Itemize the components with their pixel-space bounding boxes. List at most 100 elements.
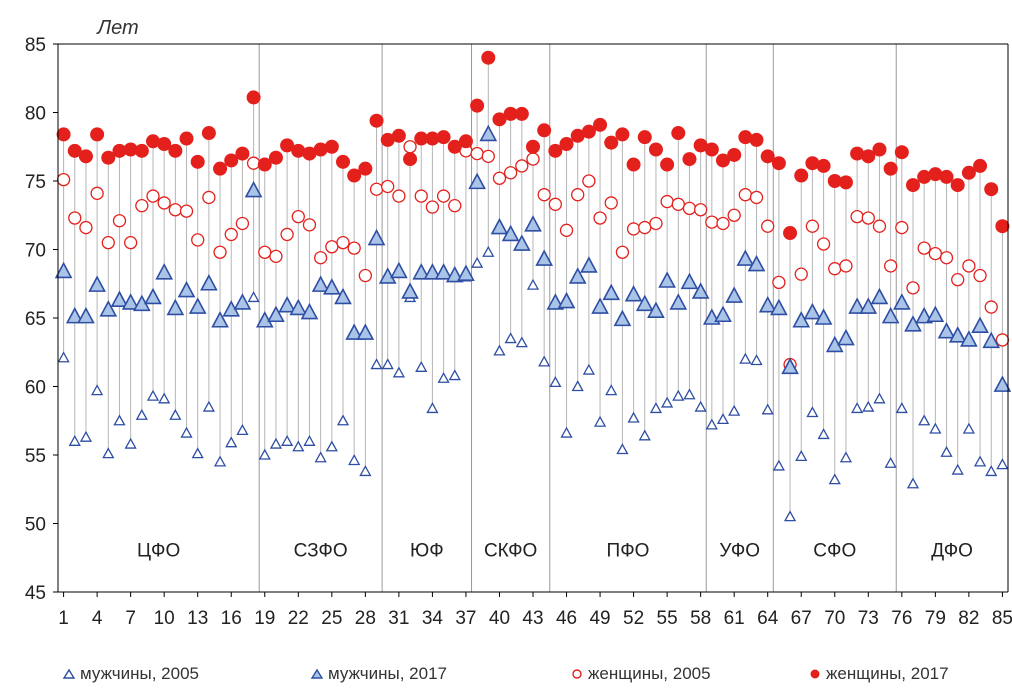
y-tick-label: 65 [25,309,46,330]
women-2005-point [738,188,753,202]
men-2005-point [538,355,551,367]
women-2005-point [559,223,574,237]
women-2005-point [828,262,842,276]
men-2005-point [504,332,517,344]
women-2005-point [816,237,831,251]
men-2005-point [359,465,372,477]
women-2005-point [906,281,920,295]
men-2005-point [269,437,283,449]
women-2005-point [515,159,529,173]
women-2017-point [291,143,306,158]
men-2005-point [437,371,450,383]
women-2005-point [917,241,931,255]
women-2017-point [67,143,82,158]
women-2017-point [324,139,339,154]
men-2005-point [102,447,115,459]
women-2017-point [56,127,71,142]
men-2005-point [247,291,260,303]
district-label: ДФО [931,540,973,561]
district-label: ЮФ [410,540,444,561]
men-2005-point [839,451,853,463]
women-2005-point [962,259,976,273]
men-2017-point [278,295,296,313]
men-2017-point [758,295,777,313]
women-2005-point [660,194,674,209]
district-label: СЗФО [294,540,348,561]
district-label: ПФО [607,540,650,561]
women-2017-point [246,90,261,105]
women-2017-point [984,182,999,197]
legend-label: мужчины, 2005 [80,664,199,683]
men-2005-point [716,413,730,425]
women-2005-point [146,189,160,203]
men-2017-point [524,215,542,232]
men-2017-point [468,172,486,190]
women-2005-point [336,235,350,250]
x-tick-label: 76 [891,608,912,629]
men-2005-point [638,429,651,441]
men-2005-point [705,418,718,430]
women-2017-point [112,143,127,158]
men-2017-point [669,293,688,310]
women-2005-point [302,218,317,232]
men-2005-point [526,278,540,290]
men-2017-point [65,306,84,324]
y-tick-label: 85 [25,35,46,56]
women-2005-point [895,220,909,235]
x-tick-label: 13 [187,608,208,629]
men-2017-point [915,306,934,324]
men-2005-point [985,465,998,477]
men-2005-point [851,402,864,414]
men-2005-point [739,352,752,364]
women-2005-point [794,267,808,281]
men-2017-point [814,308,833,325]
y-tick-label: 80 [25,104,46,125]
men-2017-point [77,306,95,324]
men-2017-point [960,330,978,347]
women-2005-point [526,152,540,166]
women-2005-point [414,189,428,203]
women-2005-point [369,182,384,196]
women-2017-point [514,106,529,121]
women-2005-point [112,214,127,228]
women-2017-point [403,152,418,167]
women-2005-point [347,241,361,255]
men-2005-point [281,434,294,446]
women-2005-point [403,140,417,154]
women-2005-point [649,216,663,231]
women-2017-point [336,154,350,169]
men-2005-point [951,463,964,475]
series-women-2017 [56,50,1010,241]
women-2005-point [883,259,898,273]
women-2017-point [414,131,429,146]
women-2017-point [660,157,675,172]
women-2005-point [202,190,216,205]
x-tick-label: 31 [388,608,409,629]
women-2017-point [347,168,362,183]
men-2005-point [806,406,819,418]
men-2017-point [322,278,341,295]
women-2017-point [816,158,831,173]
women-2005-point [772,275,786,290]
men-2017-point [647,301,665,318]
women-2017-point [704,142,719,157]
women-2005-point [358,268,373,283]
women-2017-point [90,127,105,142]
men-2017-point [423,263,442,280]
x-tick-label: 61 [724,608,745,629]
women-2017-point [526,139,540,154]
men-2005-point [336,414,350,426]
women-2005-point [213,245,227,259]
women-2017-point [391,128,406,143]
men-2017-point [188,297,207,314]
women-2017-point [973,158,988,173]
legend-item-men-2017: мужчины, 2017 [310,664,447,684]
men-2017-point [356,323,375,340]
men-2017-point [803,302,822,320]
men-2005-point [973,455,987,467]
x-tick-label: 19 [254,608,275,629]
women-2005-point [548,197,563,211]
men-2017-point [367,228,386,246]
y-axis-label: Лет [95,17,138,39]
women-2005-point [995,333,1010,347]
